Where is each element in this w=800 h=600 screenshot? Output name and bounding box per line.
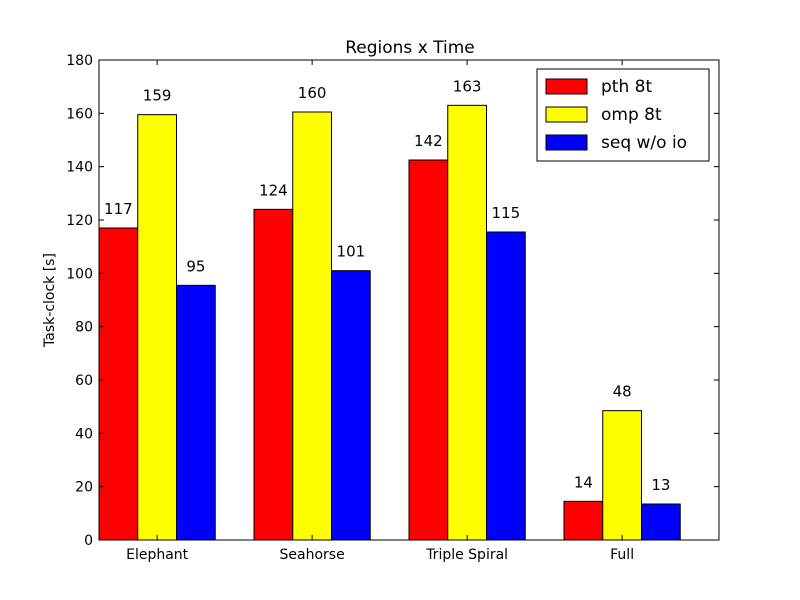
data-label: 117 [104,200,133,218]
data-label: 124 [259,181,288,199]
y-tick-label: 180 [66,53,93,69]
bar-full-omp-8t [602,410,642,541]
bar-elephant-pth-8t [98,227,139,541]
legend-swatch [545,134,588,151]
data-label: 160 [298,84,327,102]
data-labels-layer: 117 159 95 124 160 101 142 163 115 14 48 13 [104,77,670,494]
y-tick-label: 0 [84,533,93,549]
y-tick-label: 60 [75,373,93,389]
plot-frame [98,59,720,541]
data-label: 115 [492,204,521,222]
bar-seahorse-pth-8t [253,208,294,541]
y-tick-label: 100 [66,266,93,282]
chart-title: Regions x Time [345,38,475,58]
bar-elephant-omp-8t [137,114,177,541]
bar-full-seq-w-o-io [641,503,681,541]
legend: pth 8t omp 8t seq w/o io [536,68,710,162]
data-label: 14 [574,473,593,491]
ticks-layer: 0 20 40 60 80 100 120 140 160 180 Elephant Seahorse… [66,53,719,563]
legend-entry: omp 8t [601,105,662,125]
x-tick-label: Seahorse [280,547,345,563]
data-label: 101 [337,243,366,261]
y-tick-label: 80 [75,320,93,336]
y-tick-label: 40 [75,426,93,442]
data-label: 48 [613,383,632,401]
bar-triple-spiral-omp-8t [447,104,487,541]
bar-triple-spiral-pth-8t [408,159,449,541]
legend-entry: pth 8t [601,77,652,97]
y-axis-label: Task-clock [s] [42,253,58,348]
legend-swatch [545,106,588,123]
legend-swatch [545,78,588,95]
x-tick-label: Triple Spiral [425,547,508,563]
x-tick-label: Elephant [126,547,189,563]
bar-full-pth-8t [563,500,604,541]
legend-entry: seq w/o io [601,133,687,153]
y-tick-label: 140 [66,160,93,176]
data-label: 163 [453,77,482,95]
y-tick-label: 120 [66,213,93,229]
x-tick-label: Full [610,547,634,563]
bar-seahorse-omp-8t [292,111,332,541]
y-tick-label: 20 [75,480,93,496]
y-tick-label: 160 [66,106,93,122]
data-label: 159 [143,87,172,105]
bar-elephant-seq-w-o-io [176,284,216,541]
data-label: 142 [414,132,443,150]
data-label: 95 [186,257,205,275]
bars-layer [98,104,681,541]
bar-seahorse-seq-w-o-io [331,270,371,541]
data-label: 13 [651,476,670,494]
bar-triple-spiral-seq-w-o-io [486,231,526,541]
